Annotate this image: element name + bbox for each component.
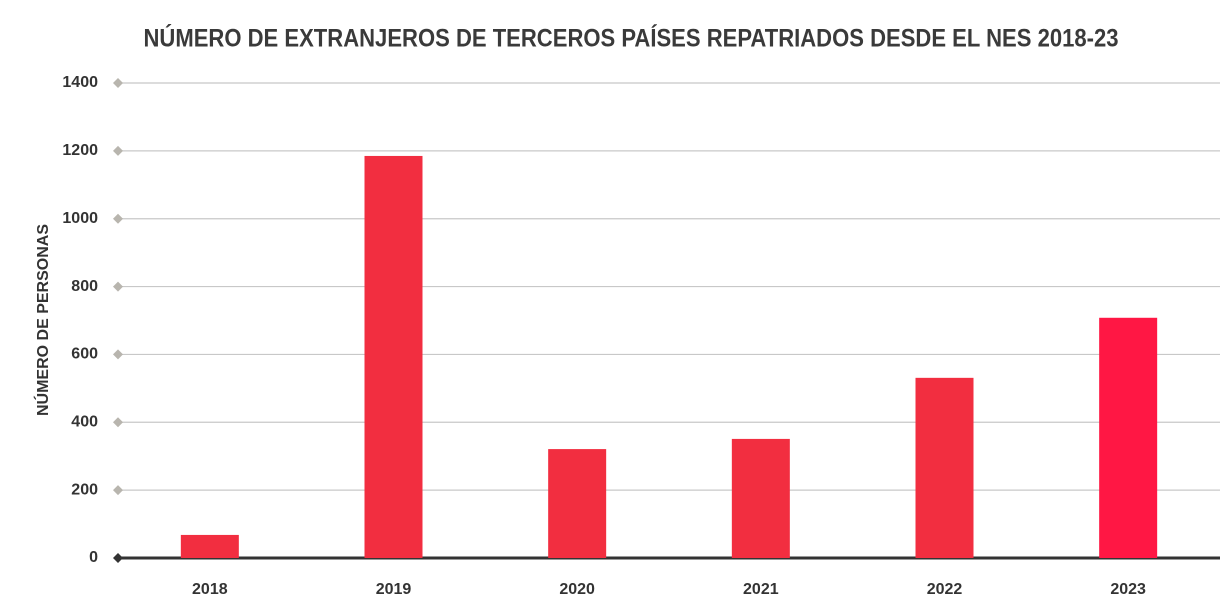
chart-title: NÚMERO DE EXTRANJEROS DE TERCEROS PAÍSES… — [144, 23, 1119, 53]
tick-marker — [113, 417, 123, 428]
bar — [548, 449, 607, 558]
bar — [915, 377, 974, 558]
x-tick-label: 2022 — [927, 581, 963, 598]
x-tick-label: 2020 — [559, 581, 595, 598]
bar — [364, 155, 423, 559]
y-tick-label: 1200 — [62, 142, 98, 159]
x-tick-label: 2019 — [376, 581, 412, 598]
y-tick-label: 1000 — [62, 210, 98, 227]
tick-marker — [113, 281, 123, 292]
y-tick-label: 0 — [89, 549, 98, 566]
tick-marker — [113, 78, 123, 88]
tick-marker — [113, 349, 123, 360]
y-tick-label: 600 — [71, 346, 98, 363]
y-tick-label: 200 — [71, 481, 98, 498]
x-tick-label: 2018 — [192, 581, 228, 598]
x-tick-label: 2021 — [743, 581, 779, 598]
tick-marker — [113, 145, 123, 156]
y-axis-label: NÚMERO DE PERSONAS — [33, 224, 52, 416]
y-tick-label: 1400 — [62, 74, 98, 91]
bar — [1099, 317, 1158, 558]
y-tick-label: 800 — [71, 278, 98, 295]
tick-marker — [113, 213, 123, 224]
tick-marker — [113, 485, 123, 496]
y-tick-label: 400 — [71, 414, 98, 431]
bar — [731, 438, 790, 558]
bar — [180, 534, 239, 558]
tick-marker — [113, 553, 123, 563]
x-tick-label: 2023 — [1110, 581, 1146, 598]
